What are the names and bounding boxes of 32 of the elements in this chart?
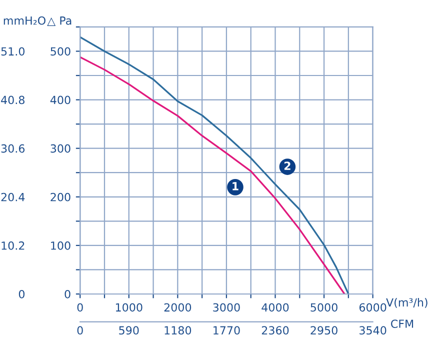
x2-tick-label: 3540 bbox=[360, 326, 386, 335]
x-tick-label: 3000 bbox=[213, 303, 240, 312]
x-axis-title: V(m³/h) bbox=[386, 298, 428, 308]
y2-tick-label: 0 bbox=[18, 290, 25, 298]
y-tick-label: 500 bbox=[50, 47, 70, 56]
y2-tick-label: 51.0 bbox=[1, 47, 25, 56]
y-tick-label: 400 bbox=[50, 96, 70, 104]
y2-tick-label: 20.4 bbox=[1, 192, 25, 202]
y2-axis-title: mmH₂O bbox=[4, 16, 46, 25]
x2-tick-label: 590 bbox=[119, 326, 139, 335]
y2-tick-label: 30.6 bbox=[1, 144, 25, 153]
y-axis-title: △ Pa bbox=[47, 16, 72, 26]
y-tick-label: 200 bbox=[50, 192, 70, 202]
x-tick-label: 6000 bbox=[359, 303, 386, 312]
y2-tick-label: 10.2 bbox=[2, 241, 24, 250]
annotation: 2 bbox=[284, 162, 290, 170]
x2-tick-label: 2950 bbox=[310, 326, 338, 335]
x2-tick-label: 0 bbox=[77, 326, 83, 335]
x2-tick-label: 1770 bbox=[214, 326, 240, 335]
x2-tick-label: 2360 bbox=[262, 326, 289, 335]
x-tick-label: 2000 bbox=[164, 303, 192, 312]
annotation: 1 bbox=[232, 182, 238, 190]
y2-tick-label: 40.8 bbox=[1, 96, 24, 104]
y-tick-label: 300 bbox=[50, 144, 70, 153]
x-tick-label: 4000 bbox=[262, 303, 289, 312]
x-tick-label: 0 bbox=[77, 303, 83, 312]
x-tick-label: 5000 bbox=[310, 303, 338, 312]
x2-axis-title: CFM bbox=[391, 320, 414, 328]
x2-tick-label: 1180 bbox=[164, 326, 192, 335]
x-tick-label: 1000 bbox=[116, 303, 142, 312]
y-tick-label: 100 bbox=[51, 241, 70, 250]
y-tick-label: 0 bbox=[64, 290, 70, 298]
